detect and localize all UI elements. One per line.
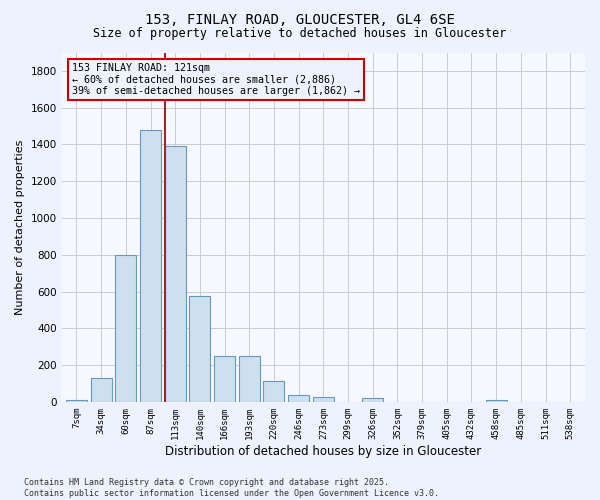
Bar [165, 146, 186, 402]
Bar [263, 380, 284, 402]
Bar [313, 396, 334, 402]
Bar [115, 254, 136, 402]
Text: 153, FINLAY ROAD, GLOUCESTER, GL4 6SE: 153, FINLAY ROAD, GLOUCESTER, GL4 6SE [145, 12, 455, 26]
Bar [485, 400, 506, 402]
Bar [190, 296, 211, 402]
Text: Size of property relative to detached houses in Gloucester: Size of property relative to detached ho… [94, 28, 506, 40]
Text: 153 FINLAY ROAD: 121sqm
← 60% of detached houses are smaller (2,886)
39% of semi: 153 FINLAY ROAD: 121sqm ← 60% of detache… [72, 63, 360, 96]
Bar [214, 356, 235, 402]
Bar [288, 396, 309, 402]
Bar [362, 398, 383, 402]
Bar [66, 400, 87, 402]
X-axis label: Distribution of detached houses by size in Gloucester: Distribution of detached houses by size … [165, 444, 481, 458]
Y-axis label: Number of detached properties: Number of detached properties [15, 140, 25, 315]
Text: Contains HM Land Registry data © Crown copyright and database right 2025.
Contai: Contains HM Land Registry data © Crown c… [24, 478, 439, 498]
Bar [140, 130, 161, 402]
Bar [91, 378, 112, 402]
Bar [239, 356, 260, 402]
